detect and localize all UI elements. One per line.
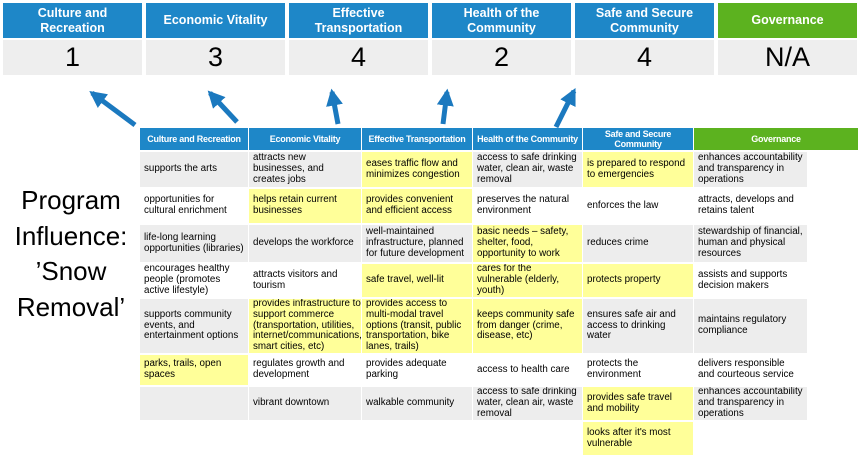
matrix-cell-safe-and-secure-community-row4: protects property: [583, 264, 693, 297]
scoreboard-score-economic-vitality: 3: [146, 40, 285, 75]
scoreboard-header-effective-transportation: Effective Transportation: [289, 3, 428, 38]
scoreboard-score-health-of-the-community: 2: [432, 40, 571, 75]
matrix-cell-effective-transportation-row2: provides convenient and efficient access: [362, 189, 472, 223]
matrix-cell-economic-vitality-row2: helps retain current businesses: [249, 189, 361, 223]
matrix-spacer: [808, 225, 858, 262]
matrix-cell-safe-and-secure-community-row6: protects the environment: [583, 355, 693, 385]
matrix-cell-economic-vitality-row4: attracts visitors and tourism: [249, 264, 361, 297]
scoreboard-score-culture-and-recreation: 1: [3, 40, 142, 75]
matrix-spacer: [808, 299, 858, 353]
matrix-header-economic-vitality: Economic Vitality: [249, 128, 361, 150]
scoreboard-column-safe-and-secure-community: Safe and Secure Community 4: [575, 3, 714, 75]
matrix-cell-governance-row5: maintains regulatory compliance: [694, 299, 807, 353]
matrix-cell-health-of-the-community-row5: keeps community safe from danger (crime,…: [473, 299, 582, 353]
matrix-cell-culture-and-recreation-row6: parks, trails, open spaces: [140, 355, 248, 385]
scoreboard: Culture and Recreation 1 Economic Vitality…: [3, 3, 857, 75]
scoreboard-score-effective-transportation: 4: [289, 40, 428, 75]
matrix-cell-governance-row4: assists and supports decision makers: [694, 264, 807, 297]
matrix-cell-effective-transportation-row5: provides access to multi-modal travel op…: [362, 299, 472, 353]
scoreboard-header-governance: Governance: [718, 3, 857, 38]
matrix-cell-health-of-the-community-row8: [473, 422, 582, 455]
matrix-cell-effective-transportation-row7: walkable community: [362, 387, 472, 420]
matrix-header-health-of-the-community: Health of the Community: [473, 128, 582, 150]
matrix-cell-economic-vitality-row6: regulates growth and development: [249, 355, 361, 385]
influence-arrow-health: [436, 88, 454, 125]
matrix-cell-safe-and-secure-community-row2: enforces the law: [583, 189, 693, 223]
matrix-cell-effective-transportation-row6: provides adequate parking: [362, 355, 472, 385]
matrix-cell-health-of-the-community-row3: basic needs – safety, shelter, food, opp…: [473, 225, 582, 262]
matrix-cell-effective-transportation-row4: safe travel, well-lit: [362, 264, 472, 297]
matrix-spacer: [808, 189, 858, 223]
matrix-cell-effective-transportation-row1: eases traffic flow and minimizes congest…: [362, 152, 472, 187]
matrix-cell-governance-row1: enhances accountability and transparency…: [694, 152, 807, 187]
program-influence-line: Removal’: [16, 291, 126, 322]
matrix-cell-governance-row7: enhances accountability and transparency…: [694, 387, 807, 420]
matrix-cell-economic-vitality-row3: develops the workforce: [249, 225, 361, 262]
matrix-cell-health-of-the-community-row4: cares for the vulnerable (elderly, youth…: [473, 264, 582, 297]
matrix-cell-safe-and-secure-community-row1: is prepared to respond to emergencies: [583, 152, 693, 187]
matrix-cell-culture-and-recreation-row2: opportunities for cultural enrichment: [140, 189, 248, 223]
influence-arrows: [89, 87, 577, 129]
scoreboard-column-culture-and-recreation: Culture and Recreation 1: [3, 3, 142, 75]
matrix-cell-economic-vitality-row8: [249, 422, 361, 455]
scoreboard-header-safe-and-secure-community: Safe and Secure Community: [575, 3, 714, 38]
matrix-header-safe-and-secure-community: Safe and Secure Community: [583, 128, 693, 150]
program-influence-label: Program Influence: ’Snow Removal’: [0, 183, 142, 325]
program-influence-line: ’Snow: [35, 256, 107, 287]
scoreboard-header-health-of-the-community: Health of the Community: [432, 3, 571, 38]
matrix-spacer: [808, 264, 858, 297]
matrix-cell-governance-row8: [694, 422, 807, 455]
matrix-cell-culture-and-recreation-row8: [140, 422, 248, 455]
scoreboard-column-effective-transportation: Effective Transportation 4: [289, 3, 428, 75]
matrix-cell-governance-row6: delivers responsible and courteous servi…: [694, 355, 807, 385]
matrix-cell-health-of-the-community-row2: preserves the natural environment: [473, 189, 582, 223]
matrix-spacer: [808, 152, 858, 187]
matrix-cell-health-of-the-community-row6: access to health care: [473, 355, 582, 385]
scoreboard-header-economic-vitality: Economic Vitality: [146, 3, 285, 38]
matrix-cell-effective-transportation-row3: well-maintained infrastructure, planned …: [362, 225, 472, 262]
matrix-cell-effective-transportation-row8: [362, 422, 472, 455]
matrix-cell-governance-row2: attracts, develops and retains talent: [694, 189, 807, 223]
benefit-matrix: Culture and Recreation Economic Vitality E…: [140, 128, 858, 455]
matrix-cell-safe-and-secure-community-row8: looks after it's most vulnerable: [583, 422, 693, 455]
influence-arrow-culture: [89, 90, 137, 128]
matrix-cell-economic-vitality-row7: vibrant downtown: [249, 387, 361, 420]
scoreboard-column-health-of-the-community: Health of the Community 2: [432, 3, 571, 75]
matrix-header-governance: Governance: [694, 128, 858, 150]
matrix-spacer: [808, 387, 858, 420]
influence-arrow-safe: [553, 87, 577, 129]
matrix-cell-governance-row3: stewardship of financial, human and phys…: [694, 225, 807, 262]
matrix-cell-culture-and-recreation-row4: encourages healthy people (promotes acti…: [140, 264, 248, 297]
scoreboard-header-culture-and-recreation: Culture and Recreation: [3, 3, 142, 38]
influence-arrow-economic: [207, 90, 239, 124]
matrix-cell-culture-and-recreation-row3: life-long learning opportunities (librar…: [140, 225, 248, 262]
scoreboard-score-governance: N/A: [718, 40, 857, 75]
program-influence-line: Program: [21, 185, 121, 215]
matrix-header-culture-and-recreation: Culture and Recreation: [140, 128, 248, 150]
matrix-cell-safe-and-secure-community-row7: provides safe travel and mobility: [583, 387, 693, 420]
matrix-cell-economic-vitality-row1: attracts new businesses, and creates job…: [249, 152, 361, 187]
scoreboard-score-safe-and-secure-community: 4: [575, 40, 714, 75]
matrix-cell-safe-and-secure-community-row3: reduces crime: [583, 225, 693, 262]
matrix-cell-safe-and-secure-community-row5: ensures safe air and access to drinking …: [583, 299, 693, 353]
matrix-cell-economic-vitality-row5: provides infrastructure to support comme…: [249, 299, 361, 353]
matrix-cell-culture-and-recreation-row1: supports the arts: [140, 152, 248, 187]
matrix-cell-culture-and-recreation-row7: [140, 387, 248, 420]
matrix-cell-health-of-the-community-row7: access to safe drinking water, clean air…: [473, 387, 582, 420]
matrix-cell-culture-and-recreation-row5: supports community events, and entertain…: [140, 299, 248, 353]
matrix-header-effective-transportation: Effective Transportation: [362, 128, 472, 150]
program-influence-line: Influence:: [14, 220, 128, 251]
matrix-spacer: [808, 355, 858, 385]
scoreboard-column-economic-vitality: Economic Vitality 3: [146, 3, 285, 75]
matrix-spacer: [808, 422, 858, 455]
matrix-cell-health-of-the-community-row1: access to safe drinking water, clean air…: [473, 152, 582, 187]
scoreboard-column-governance: Governance N/A: [718, 3, 857, 75]
influence-arrow-transportation: [326, 88, 343, 125]
